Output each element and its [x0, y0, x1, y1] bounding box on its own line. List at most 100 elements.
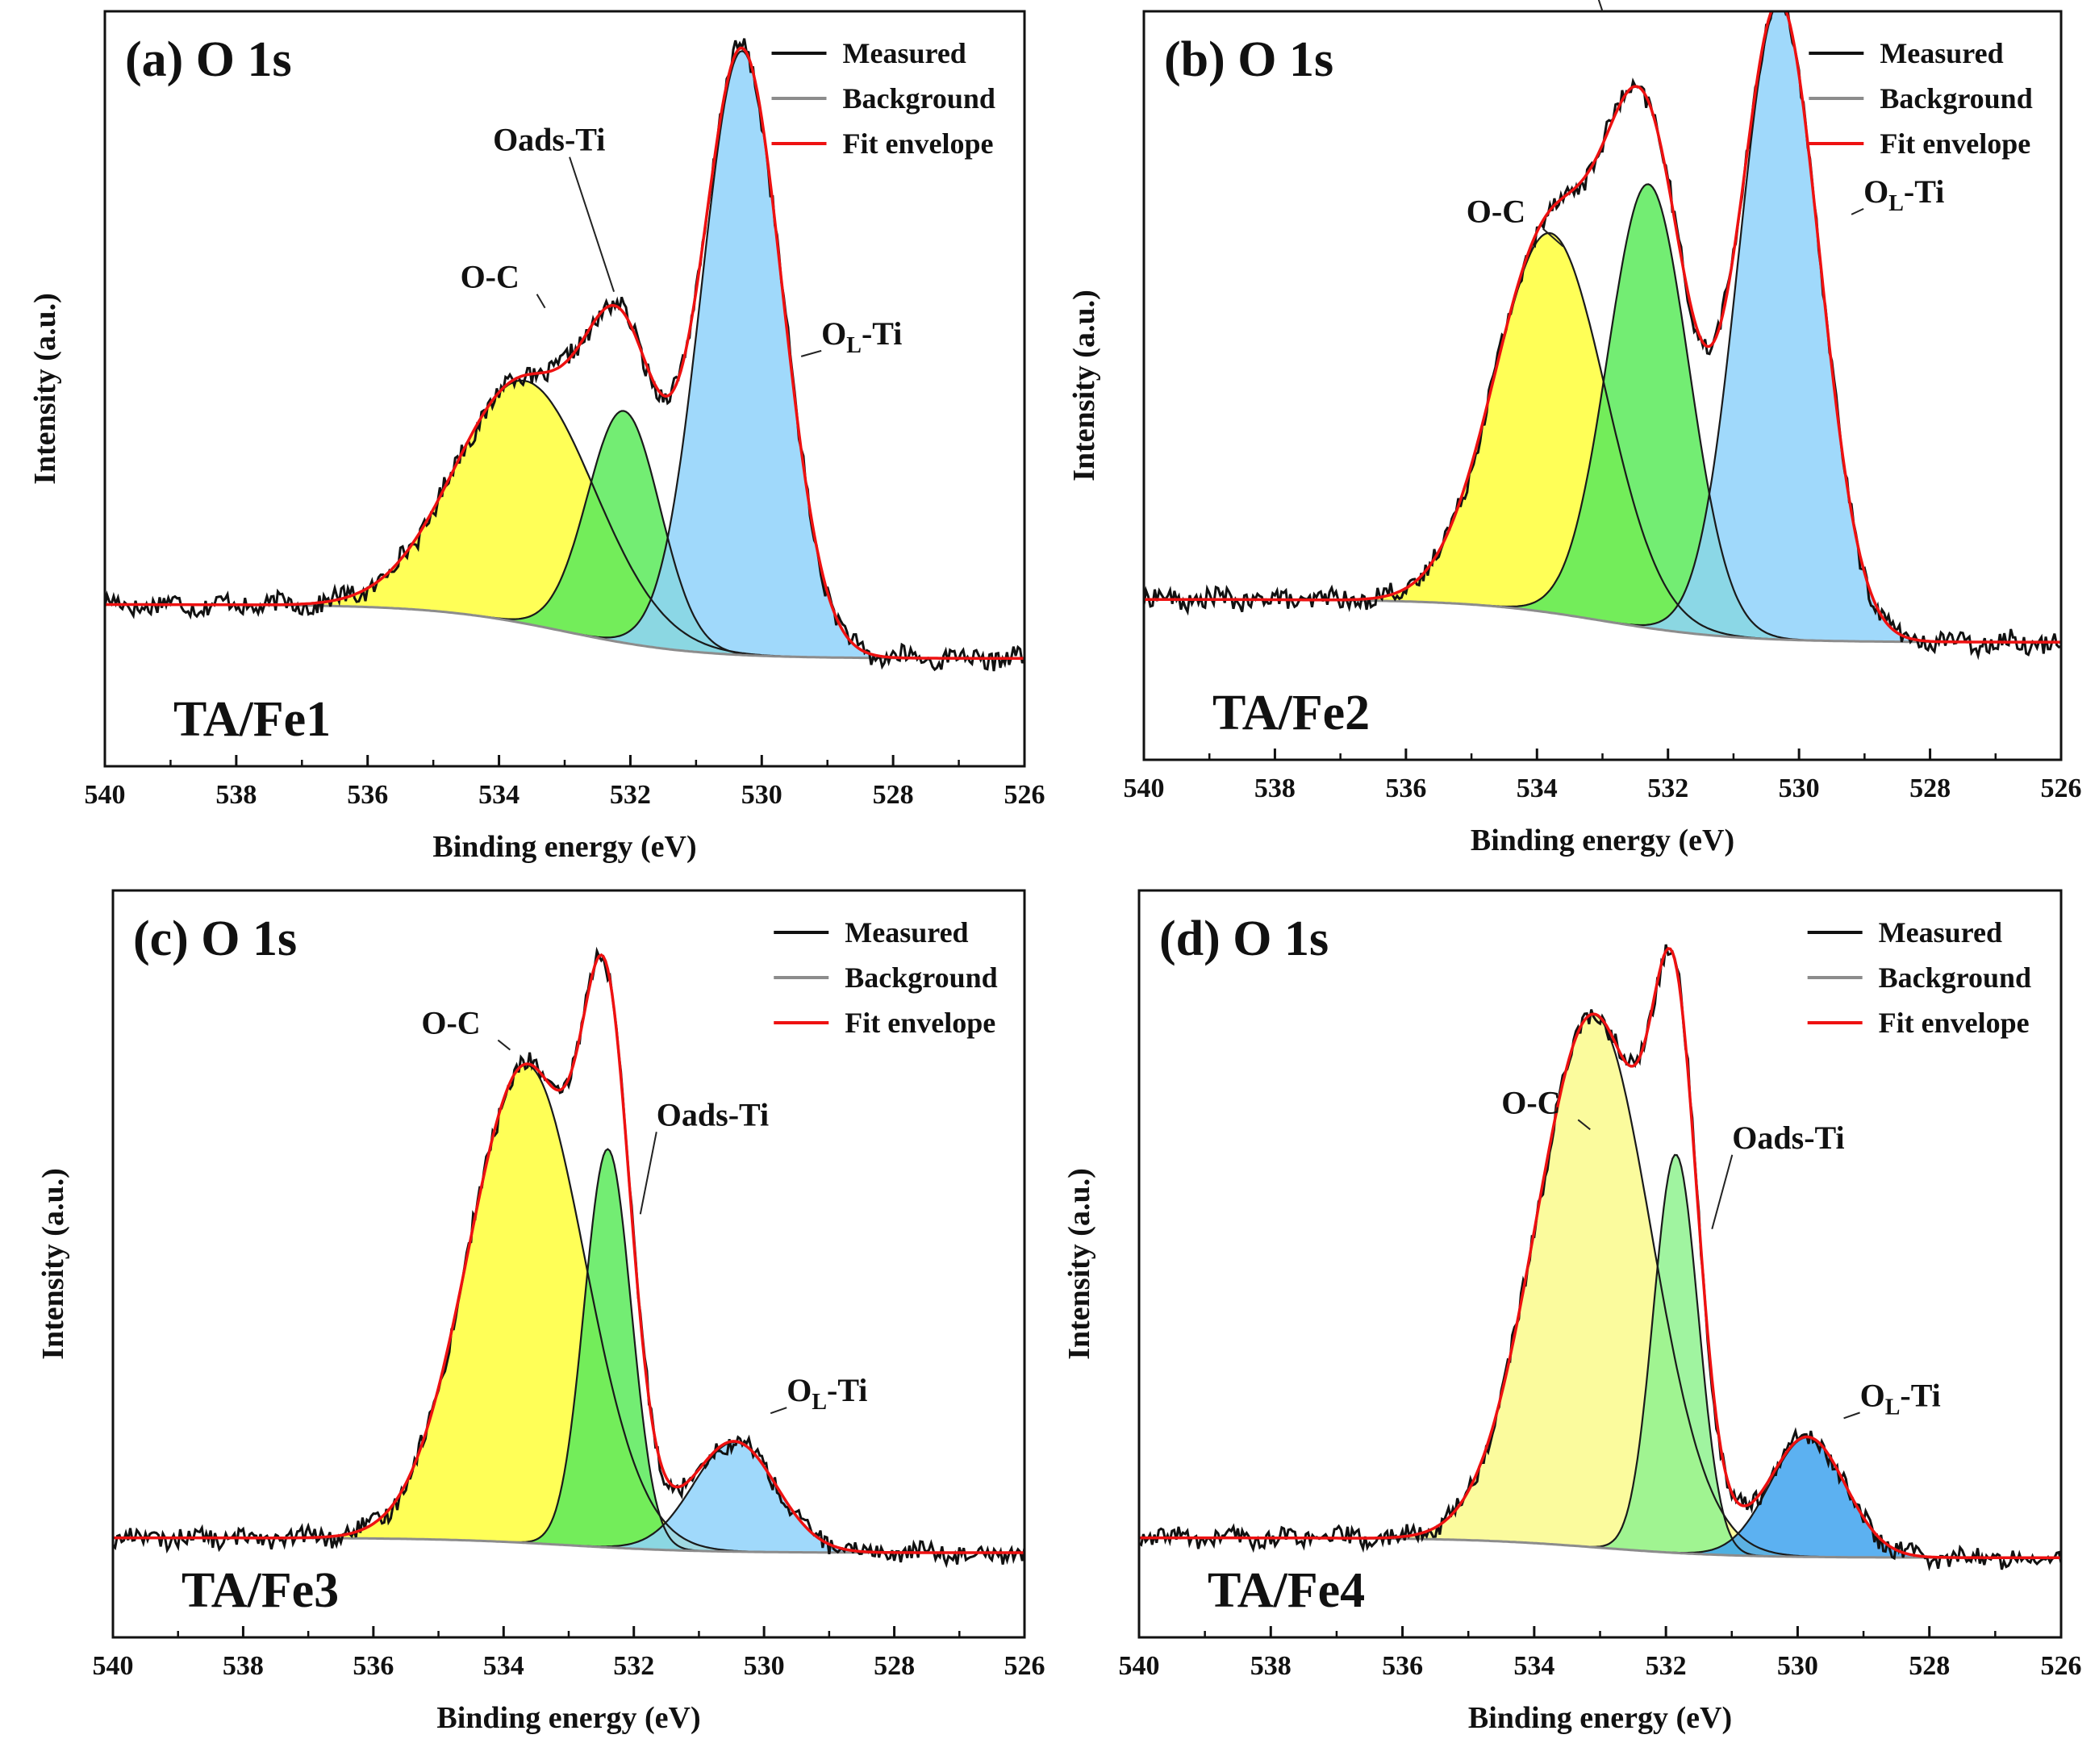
fit-envelope-line [105, 46, 1024, 660]
peak-fill-o-c [105, 380, 1024, 659]
measured-line [105, 38, 1024, 672]
x-tick-label: 536 [353, 1651, 394, 1681]
legend-label: Measured [1879, 916, 2002, 949]
sample-label: TA/Fe4 [1208, 1563, 1365, 1618]
x-tick-label: 536 [1382, 1651, 1423, 1681]
leader-line [569, 156, 616, 292]
x-tick-label: 540 [93, 1651, 134, 1681]
peak-label-oads-ti: Oads-Ti [493, 122, 605, 158]
x-tick-label: 526 [2041, 1651, 2082, 1681]
x-tick-label: 526 [2041, 774, 2082, 803]
peak-fill-o-c [1139, 1014, 2061, 1558]
sample-label: TA/Fe3 [182, 1563, 339, 1618]
x-tick-label: 538 [1250, 1651, 1292, 1681]
x-tick-label: 532 [610, 780, 651, 810]
sample-label: TA/Fe1 [173, 692, 331, 747]
peak-fill-oads-ti [105, 411, 1024, 659]
sample-label: TA/Fe2 [1212, 686, 1370, 740]
x-tick-label: 528 [873, 780, 914, 810]
peak-label-o-c: O-C [1467, 194, 1525, 230]
x-tick-label: 540 [85, 780, 126, 810]
x-axis-title: Binding energy (eV) [432, 830, 696, 864]
leader-line [800, 349, 822, 357]
x-tick-label: 536 [347, 780, 388, 810]
fit-envelope-line [1139, 946, 2061, 1559]
y-axis-title: Intensity (a.u.) [1062, 1168, 1096, 1360]
x-tick-label: 528 [874, 1651, 915, 1681]
y-axis-title: Intensity (a.u.) [36, 1168, 70, 1360]
x-tick-label: 528 [1909, 1651, 1950, 1681]
y-axis-title: Intensity (a.u.) [28, 293, 62, 485]
x-tick-label: 530 [1779, 774, 1820, 803]
x-tick-label: 530 [1777, 1651, 1818, 1681]
legend-label: Background [1880, 82, 2032, 115]
peak-fill-ol-ti [1139, 1437, 2061, 1558]
panel-b: 540 538 536 534 532 530 528 526 Binding energy (… [1067, 0, 2082, 857]
x-tick-label: 532 [1646, 1651, 1687, 1681]
leader-line [1843, 1412, 1860, 1420]
plot-area [1139, 944, 2061, 1572]
measured-line [1144, 11, 2061, 661]
legend-label: Fit envelope [1879, 1007, 2030, 1039]
x-tick-label: 532 [613, 1651, 654, 1681]
legend-label: Measured [845, 916, 968, 949]
legend-label: Fit envelope [1880, 127, 2030, 160]
panel-title: (b) O 1s [1164, 32, 1333, 87]
legend-label: Background [843, 82, 995, 115]
legend-label: Fit envelope [845, 1007, 995, 1039]
leader-line [1851, 207, 1864, 215]
peak-label-o-c: O-C [421, 1005, 480, 1041]
leader-line [1542, 227, 1564, 248]
leader-line [770, 1407, 787, 1415]
leader-line [1711, 1154, 1734, 1230]
peak-label-o-c: O-C [461, 259, 520, 295]
x-tick-label: 540 [1119, 1651, 1160, 1681]
fit-envelope-line [1144, 11, 2061, 644]
panel-c: 540 538 536 534 532 530 528 526 Binding energy (… [36, 889, 1045, 1735]
fit-envelope-line [113, 953, 1024, 1554]
peak-fill-ol-ti [113, 1441, 1024, 1553]
x-tick-label: 538 [223, 1651, 264, 1681]
legend-label: Background [1879, 961, 2031, 994]
x-axis-title: Binding energy (eV) [1468, 1701, 1732, 1735]
peak-label-ol-ti: OL-Ti [1863, 173, 1944, 216]
panel-title: (a) O 1s [125, 32, 292, 87]
peak-fill-oads-ti [1144, 184, 2061, 643]
peak-fill-ol-ti [1144, 11, 2061, 643]
x-tick-label: 526 [1004, 780, 1045, 810]
leader-line [536, 294, 546, 309]
plot-area [1144, 11, 2061, 661]
x-tick-label: 526 [1004, 1651, 1045, 1681]
panel-title: (c) O 1s [133, 911, 297, 966]
x-tick-label: 534 [483, 1651, 524, 1681]
x-tick-label: 534 [1513, 1651, 1554, 1681]
legend-label: Background [845, 961, 997, 994]
panel-title: (d) O 1s [1159, 911, 1329, 966]
peak-label-oads-ti: Oads-Ti [1732, 1120, 1844, 1156]
peak-fill-ol-ti [105, 51, 1024, 659]
legend-label: Measured [843, 37, 966, 69]
leader-line [497, 1039, 511, 1051]
leader-line [1577, 1119, 1591, 1131]
x-tick-label: 536 [1385, 774, 1426, 803]
x-tick-label: 540 [1124, 774, 1165, 803]
peak-label-ol-ti: OL-Ti [787, 1372, 867, 1415]
peak-fill-o-c [113, 1065, 1024, 1553]
panel-a: 540 538 536 534 532 530 528 526 Binding energy (… [28, 10, 1045, 864]
x-tick-label: 532 [1647, 774, 1688, 803]
x-tick-label: 530 [744, 1651, 785, 1681]
x-tick-label: 530 [741, 780, 782, 810]
y-axis-title: Intensity (a.u.) [1067, 290, 1101, 482]
peak-fill-oads-ti [113, 1149, 1024, 1553]
leader-line [639, 1132, 657, 1215]
legend-label: Fit envelope [843, 127, 994, 160]
x-axis-title: Binding energy (eV) [436, 1701, 700, 1735]
x-axis-title: Binding energy (eV) [1471, 824, 1734, 857]
x-tick-label: 538 [1254, 774, 1296, 803]
x-tick-label: 534 [1517, 774, 1558, 803]
peak-label-ol-ti: OL-Ti [821, 315, 902, 358]
x-tick-label: 534 [478, 780, 520, 810]
panel-d: 540 538 536 534 532 530 528 526 Binding energy (… [1062, 889, 2082, 1735]
x-tick-label: 528 [1909, 774, 1951, 803]
